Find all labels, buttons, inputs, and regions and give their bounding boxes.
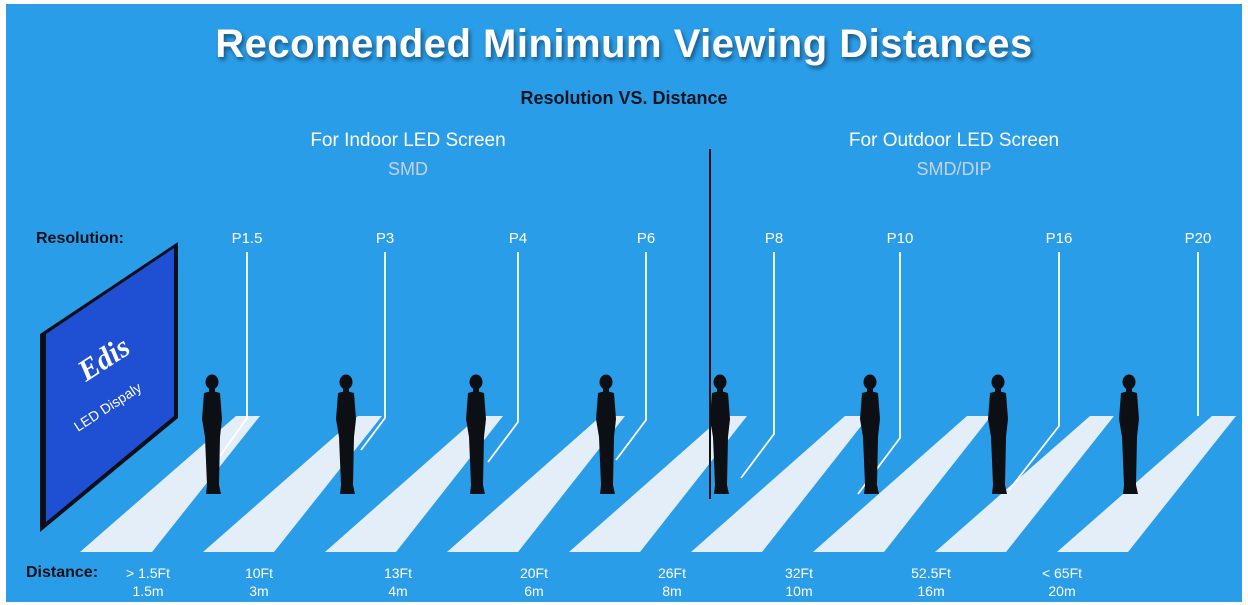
resolution-line-p6: [615, 252, 647, 461]
distance-feet: < 65Ft: [1041, 565, 1083, 581]
indoor-type: SMD: [388, 159, 428, 179]
resolution-label: P3: [375, 230, 395, 247]
floor-stripes: [80, 416, 1236, 552]
scene-artwork: Edis LED Dispaly: [40, 242, 1236, 552]
page-subtitle: Resolution VS. Distance: [520, 88, 728, 108]
resolution-label: P1.5: [231, 230, 263, 247]
distance-meters: 1.5m: [132, 583, 164, 599]
indoor-outdoor-divider: [709, 149, 711, 499]
distance-meters: 6m: [524, 583, 544, 599]
floor-stripe: [203, 416, 382, 552]
distance-meters: 10m: [785, 583, 813, 599]
person-silhouette: [988, 374, 1008, 494]
resolution-label: P6: [636, 230, 656, 247]
distance-cell: 10Ft 3m: [214, 564, 304, 600]
floor-stripe: [935, 416, 1114, 552]
floor-stripe: [569, 416, 747, 552]
floor-stripe: [447, 416, 625, 552]
distance-feet: 26Ft: [657, 565, 686, 581]
distance-cell: 13Ft 4m: [353, 564, 443, 600]
resolution-line-p1.5: [219, 252, 248, 457]
distance-cell: > 1.5Ft 1.5m: [103, 564, 193, 600]
resolution-label: P20: [1184, 230, 1212, 247]
resolution-line-p8: [740, 252, 775, 479]
distance-meters: 16m: [917, 583, 945, 599]
floor-stripe: [325, 416, 503, 552]
distance-feet: > 1.5Ft: [126, 565, 170, 581]
distance-feet: 13Ft: [383, 565, 412, 581]
resolution-row-label: Resolution:: [36, 230, 124, 247]
floor-stripe: [1057, 416, 1236, 552]
person-silhouette: [1119, 374, 1139, 494]
resolution-line-p3: [360, 252, 386, 451]
distance-cell: 32Ft 10m: [754, 564, 844, 600]
distance-feet: 10Ft: [244, 565, 273, 581]
page-title: Recomended Minimum Viewing Distances: [215, 22, 1033, 66]
outdoor-title: For Outdoor LED Screen: [848, 130, 1060, 151]
distance-feet: 20Ft: [519, 565, 548, 581]
floor-stripe: [813, 416, 991, 552]
indoor-title: For Indoor LED Screen: [310, 130, 506, 151]
person-silhouette: [202, 374, 222, 494]
distance-cell: < 65Ft 20m: [1017, 564, 1107, 600]
infographic: Edis LED Dispaly Recomended Minimum View…: [6, 4, 1242, 602]
distance-cell: 20Ft 6m: [489, 564, 579, 600]
person-silhouette: [336, 374, 356, 494]
distance-feet: 52.5Ft: [911, 565, 951, 581]
resolution-label: P8: [764, 230, 784, 247]
distance-cell: 26Ft 8m: [627, 564, 717, 600]
distance-meters: 4m: [388, 583, 408, 599]
distance-meters: 20m: [1048, 583, 1076, 599]
resolution-label: P10: [886, 230, 914, 247]
distance-meters: 3m: [249, 583, 269, 599]
resolution-line-p16: [1008, 252, 1060, 491]
resolution-lines: [219, 252, 1199, 495]
person-silhouette: [860, 374, 880, 494]
person-silhouette: [466, 374, 486, 494]
distance-meters: 8m: [662, 583, 682, 599]
person-silhouette: [710, 374, 730, 494]
led-screen: Edis LED Dispaly: [40, 242, 178, 532]
outdoor-type: SMD/DIP: [916, 159, 992, 179]
person-silhouette: [596, 374, 616, 494]
people-silhouettes: [202, 374, 1139, 494]
distance-feet: 32Ft: [784, 565, 813, 581]
distance-cell: 52.5Ft 16m: [886, 564, 976, 600]
resolution-line-p4: [487, 252, 519, 463]
resolution-label: P4: [508, 230, 528, 247]
floor-stripe: [691, 416, 869, 552]
distance-row-label: Distance:: [26, 564, 99, 581]
resolution-label: P16: [1045, 230, 1073, 247]
